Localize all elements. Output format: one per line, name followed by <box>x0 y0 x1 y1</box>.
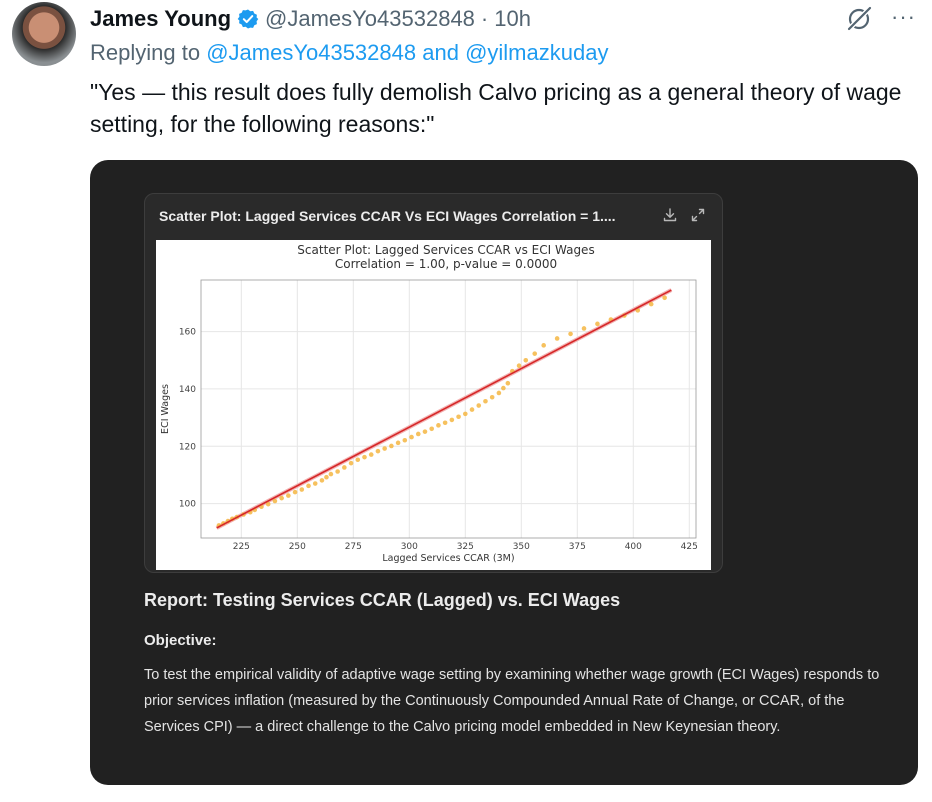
x-tick-label: 375 <box>569 542 586 552</box>
author-avatar[interactable] <box>12 2 76 66</box>
x-tick-label: 275 <box>345 542 362 552</box>
scatter-point <box>355 457 361 463</box>
scatter-point <box>568 331 573 337</box>
scatter-point <box>395 440 401 446</box>
grok-icon[interactable] <box>844 4 874 34</box>
chart-container: Scatter Plot: Lagged Services CCAR Vs EC… <box>144 193 723 573</box>
reply-mention-link[interactable]: @JamesYo43532848 <box>206 40 417 65</box>
y-axis-label: ECI Wages <box>160 384 171 434</box>
x-tick-label: 350 <box>513 542 530 552</box>
separator-dot: · <box>480 6 489 31</box>
scatter-point <box>581 326 587 331</box>
y-tick-label: 140 <box>179 385 196 395</box>
objective-text: To test the empirical validity of adapti… <box>144 667 880 735</box>
scatter-point <box>409 434 414 440</box>
scatter-point <box>306 483 311 489</box>
scatter-plot: Scatter Plot: Lagged Services CCAR vs EC… <box>156 240 711 570</box>
scatter-point <box>442 420 448 426</box>
scatter-point <box>382 446 387 451</box>
scatter-point <box>286 493 291 498</box>
x-axis-label: Lagged Services CCAR (3M) <box>382 553 514 564</box>
verified-badge-icon[interactable] <box>237 8 259 30</box>
objective-heading: Objective: <box>144 632 217 649</box>
more-icon[interactable]: ··· <box>891 4 916 29</box>
author-handle[interactable]: @JamesYo43532848 <box>265 6 475 31</box>
download-icon[interactable] <box>662 207 678 228</box>
scatter-point <box>342 465 347 470</box>
scatter-point <box>532 351 538 356</box>
chart-subtitle: Correlation = 1.00, p-value = 0.0000 <box>335 257 557 271</box>
attached-image-card[interactable]: Scatter Plot: Lagged Services CCAR Vs EC… <box>90 160 918 785</box>
scatter-point <box>662 295 667 301</box>
scatter-point <box>554 336 560 341</box>
scatter-point <box>312 481 318 486</box>
scatter-point <box>595 321 600 327</box>
scatter-point <box>368 452 374 457</box>
tweet-header: James Young @JamesYo43532848 · 10h <box>90 4 912 34</box>
scatter-point <box>422 429 428 434</box>
scatter-point <box>469 407 475 412</box>
scatter-point <box>476 403 482 408</box>
tweet-timestamp[interactable]: 10h <box>494 6 531 31</box>
x-tick-label: 300 <box>401 542 418 552</box>
plot-frame <box>200 279 697 539</box>
x-tick-label: 425 <box>681 542 698 552</box>
chart-svg: Scatter Plot: Lagged Services CCAR vs EC… <box>160 243 698 564</box>
scatter-point <box>402 437 408 443</box>
scatter-point <box>335 469 340 474</box>
reply-and-text[interactable]: and <box>422 40 459 65</box>
scatter-point <box>648 301 654 307</box>
x-tick-label: 225 <box>233 542 250 552</box>
scatter-point <box>635 308 641 313</box>
scatter-point <box>541 343 546 348</box>
chart-header-title: Scatter Plot: Lagged Services CCAR Vs EC… <box>159 208 616 224</box>
reply-mention-link[interactable]: @yilmazkuday <box>465 40 609 65</box>
scatter-point <box>489 394 495 400</box>
scatter-point <box>279 495 284 501</box>
report-title: Report: Testing Services CCAR (Lagged) v… <box>144 590 621 610</box>
scatter-point <box>483 398 488 404</box>
regression-line <box>216 289 672 529</box>
scatter-point <box>328 471 334 477</box>
x-tick-label: 325 <box>457 542 474 552</box>
scatter-point <box>272 498 278 504</box>
replying-to-line: Replying to @JamesYo43532848 and @yilmaz… <box>90 40 608 66</box>
chart-title: Scatter Plot: Lagged Services CCAR vs EC… <box>297 243 594 257</box>
scatter-point <box>496 390 502 396</box>
scatter-point <box>501 385 506 391</box>
scatter-point <box>436 423 441 428</box>
scatter-point <box>523 357 529 363</box>
replying-prefix: Replying to <box>90 40 201 65</box>
y-tick-label: 120 <box>179 442 196 452</box>
tweet-text: "Yes — this result does fully demolish C… <box>90 79 902 137</box>
scatter-point <box>516 363 522 369</box>
y-tick-label: 100 <box>179 500 196 510</box>
scatter-point <box>319 478 325 483</box>
scatter-point <box>375 448 381 454</box>
x-tick-label: 250 <box>289 542 306 552</box>
scatter-point <box>456 414 461 420</box>
scatter-point <box>429 426 435 432</box>
scatter-point <box>292 489 298 495</box>
scatter-point <box>389 443 394 449</box>
scatter-point <box>324 474 329 480</box>
scatter-point <box>462 411 468 417</box>
scatter-point <box>505 380 511 386</box>
scatter-point <box>299 487 305 492</box>
y-tick-label: 160 <box>179 328 196 338</box>
scatter-point <box>348 460 354 466</box>
author-name[interactable]: James Young <box>90 6 232 31</box>
scatter-point <box>449 417 455 423</box>
scatter-point <box>265 501 271 507</box>
expand-icon[interactable] <box>690 207 706 228</box>
scatter-point <box>415 431 421 437</box>
scatter-point <box>362 454 367 460</box>
x-tick-label: 400 <box>625 542 642 552</box>
